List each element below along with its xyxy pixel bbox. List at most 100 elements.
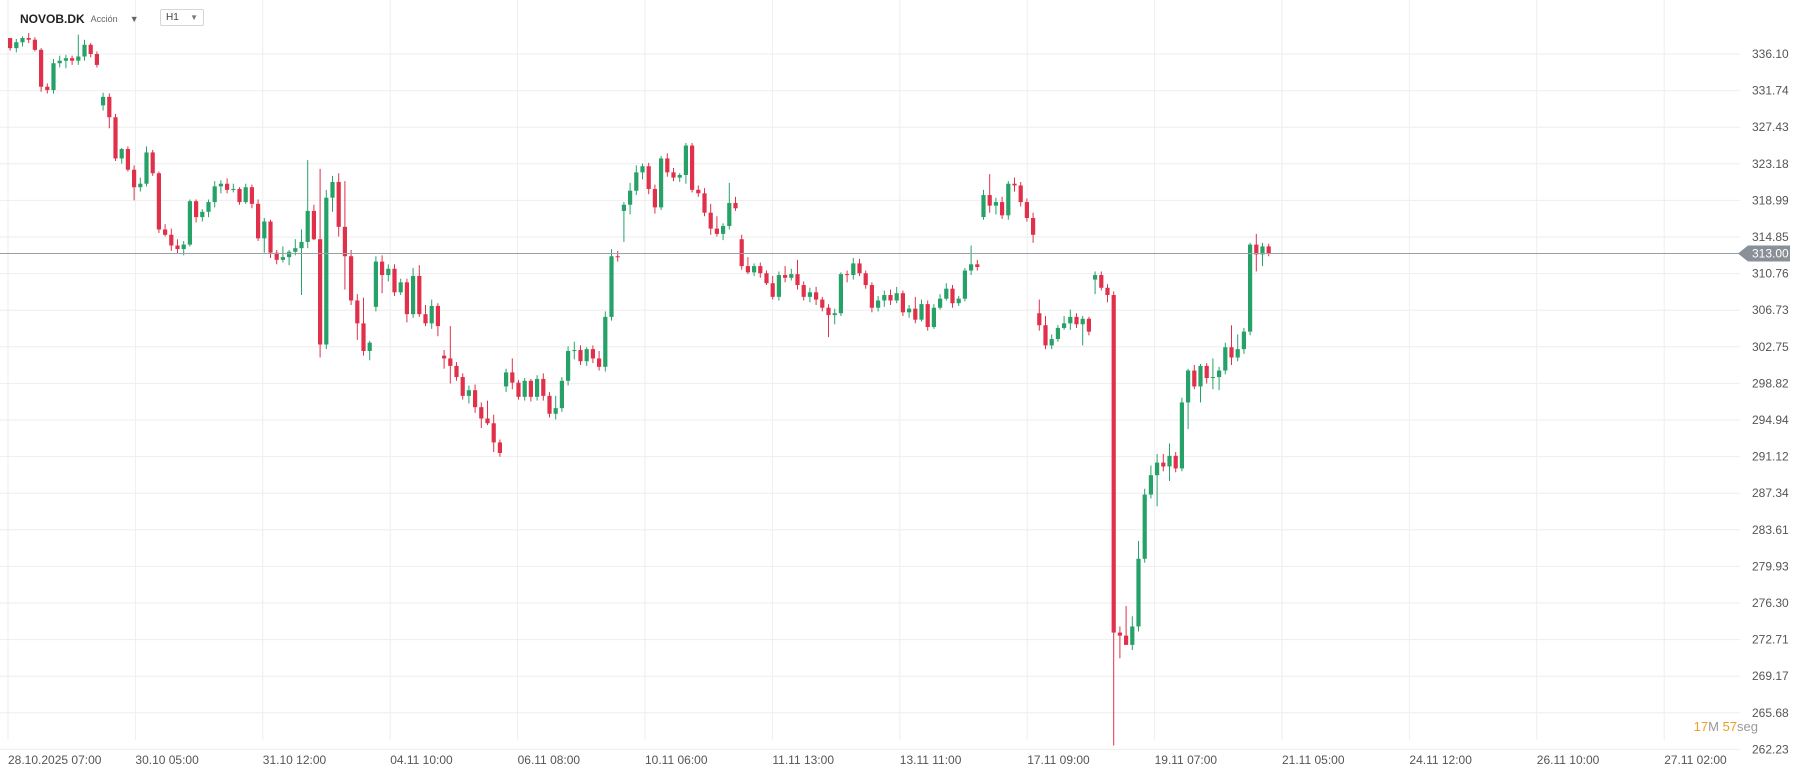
candle[interactable] [1198,364,1203,403]
candle[interactable] [969,245,974,276]
candle[interactable] [1204,363,1209,384]
candle[interactable] [1223,342,1228,375]
candle[interactable] [1235,334,1240,362]
candle[interactable] [714,216,719,237]
candle[interactable] [758,262,763,278]
candle[interactable] [268,219,273,259]
candle[interactable] [931,304,936,329]
candle[interactable] [721,223,726,241]
candle[interactable] [597,350,602,371]
candle[interactable] [392,264,397,296]
candle[interactable] [882,290,887,307]
candle[interactable] [646,162,651,195]
candle[interactable] [913,296,918,324]
candle[interactable] [993,197,998,215]
candle[interactable] [1142,488,1147,563]
candle[interactable] [1012,177,1017,192]
candle[interactable] [200,209,205,222]
candle[interactable] [1062,315,1067,330]
candle[interactable] [491,414,496,453]
candle[interactable] [522,377,527,401]
candle[interactable] [119,148,124,164]
candle[interactable] [727,182,732,230]
candle[interactable] [987,174,992,213]
candle[interactable] [1161,453,1166,472]
candle[interactable] [1173,452,1178,473]
candle[interactable] [324,189,329,350]
candle[interactable] [14,38,19,53]
candle[interactable] [1099,271,1104,291]
candle[interactable] [237,187,242,205]
candle[interactable] [1186,368,1191,430]
candle[interactable] [51,59,56,94]
candle[interactable] [1024,198,1029,222]
candle[interactable] [398,278,403,296]
candle[interactable] [1111,291,1116,746]
candle[interactable] [361,297,366,356]
candle[interactable] [677,173,682,182]
candle[interactable] [280,246,285,263]
candle[interactable] [659,155,664,211]
candle[interactable] [566,346,571,386]
candle[interactable] [1043,315,1048,350]
candle[interactable] [516,379,521,400]
candle[interactable] [572,341,577,360]
candle[interactable] [156,171,161,234]
candle[interactable] [683,142,688,184]
candle[interactable] [435,303,440,337]
candle[interactable] [671,167,676,182]
symbol-dropdown-icon[interactable]: ▼ [129,14,139,24]
candle[interactable] [559,377,564,412]
candle[interactable] [603,311,608,372]
candle[interactable] [342,181,347,290]
candle[interactable] [1068,309,1073,330]
candle[interactable] [367,340,372,361]
candle[interactable] [820,296,825,312]
candle[interactable] [1136,540,1141,632]
candle[interactable] [776,271,781,301]
symbol-label[interactable]: NOVOB.DK [20,12,85,26]
candle[interactable] [262,217,267,253]
candle[interactable] [510,358,515,390]
candle[interactable] [962,267,967,302]
candle[interactable] [609,249,614,321]
candle[interactable] [547,392,552,418]
candle[interactable] [584,347,589,366]
candle[interactable] [851,258,856,280]
candle[interactable] [169,228,174,251]
candle[interactable] [1006,181,1011,220]
candle[interactable] [336,173,341,237]
candle[interactable] [553,395,558,420]
candle[interactable] [795,259,800,290]
candle[interactable] [690,142,695,193]
candle[interactable] [299,229,304,296]
candle[interactable] [125,146,130,172]
candle[interactable] [144,146,149,187]
candle[interactable] [88,43,93,58]
candle[interactable] [764,270,769,286]
candle[interactable] [807,287,812,303]
candle[interactable] [404,278,409,323]
candle[interactable] [1167,443,1172,481]
candle[interactable] [1080,315,1085,346]
candle[interactable] [318,168,323,358]
candle[interactable] [541,373,546,401]
candle[interactable] [107,93,112,129]
candle[interactable] [231,183,236,193]
candle[interactable] [535,375,540,401]
candle[interactable] [1117,626,1122,659]
candle[interactable] [411,267,416,318]
candle[interactable] [1037,299,1042,331]
candle[interactable] [355,294,360,340]
candle[interactable] [132,165,137,201]
candle[interactable] [39,48,44,92]
candle[interactable] [857,258,862,276]
candle[interactable] [783,266,788,283]
candle[interactable] [206,199,211,218]
candle[interactable] [1266,243,1271,257]
candle[interactable] [1093,271,1098,295]
candle[interactable] [76,34,81,65]
candle[interactable] [826,304,831,338]
candle[interactable] [249,184,254,209]
